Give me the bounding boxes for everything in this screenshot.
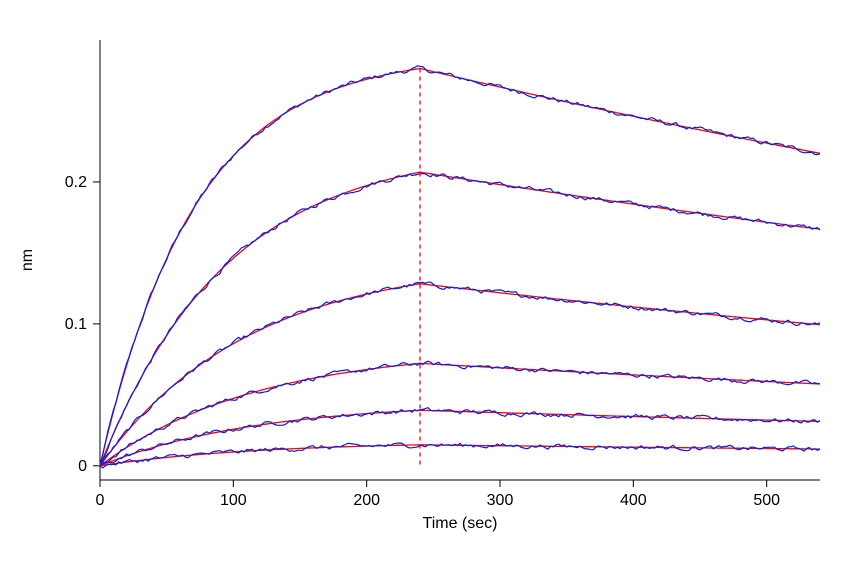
y-tick-label: 0.2 xyxy=(65,174,87,191)
y-tick-label: 0 xyxy=(78,458,87,475)
x-tick-label: 300 xyxy=(487,492,514,509)
x-tick-label: 100 xyxy=(220,492,247,509)
chart-svg: 0 100 200 300 400 500 0 0.1 0.2 Time (sec) nm xyxy=(0,0,846,577)
x-tick-label: 200 xyxy=(353,492,380,509)
x-tick-label: 0 xyxy=(96,492,105,509)
x-tick-label: 500 xyxy=(753,492,780,509)
x-axis-title: Time (sec) xyxy=(423,515,498,532)
x-tick-label: 400 xyxy=(620,492,647,509)
binding-sensorgram-chart: 0 100 200 300 400 500 0 0.1 0.2 Time (sec) nm xyxy=(0,0,846,577)
y-tick-label: 0.1 xyxy=(65,316,87,333)
y-axis-title: nm xyxy=(19,249,36,271)
